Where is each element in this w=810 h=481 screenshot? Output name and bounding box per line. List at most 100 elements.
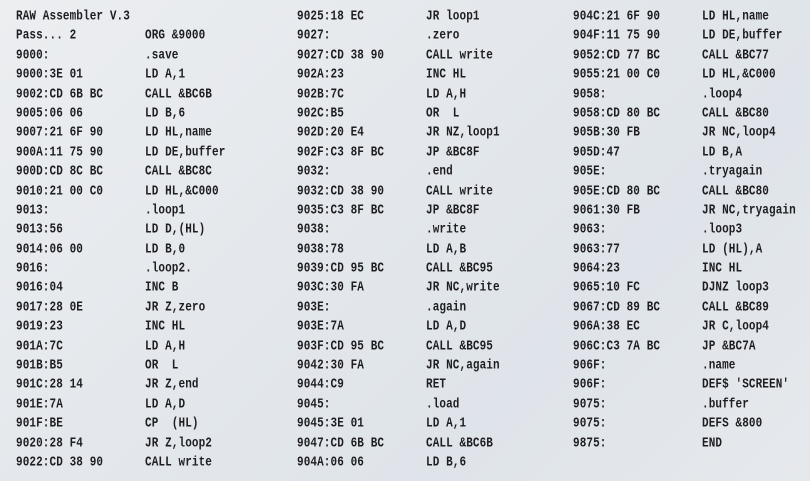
address-bytes: 903F:CD 95 BC — [297, 338, 385, 354]
mnemonic: DEF$ 'SCREEN' — [702, 377, 790, 393]
address-bytes: 9019:23 — [16, 319, 63, 335]
mnemonic: JP &BC8F — [426, 203, 480, 219]
mnemonic: LD A,B — [426, 242, 467, 258]
address-bytes: 9058:CD 80 BC — [573, 106, 661, 122]
mnemonic: OR L — [145, 358, 179, 374]
address-bytes: 9038: — [297, 222, 331, 238]
address-bytes: 9007:21 6F 90 — [16, 125, 104, 141]
mnemonic: LD A,D — [426, 319, 467, 335]
address-bytes: 902D:20 E4 — [297, 125, 365, 141]
mnemonic: .loop1 — [145, 203, 186, 219]
address-bytes: 9020:28 F4 — [16, 435, 84, 451]
address-bytes: 9067:CD 89 BC — [573, 300, 661, 316]
mnemonic: LD A,H — [426, 86, 467, 102]
address-bytes: 9061:30 FB — [573, 203, 641, 219]
mnemonic: JP &BC8F — [426, 145, 480, 161]
mnemonic: .end — [426, 164, 453, 180]
mnemonic: JR NC,write — [426, 280, 500, 296]
mnemonic: CALL &BC6B — [145, 86, 213, 102]
address-bytes: 9045: — [297, 397, 331, 413]
address-bytes: 9013:56 — [16, 222, 63, 238]
mnemonic: .name — [702, 358, 736, 374]
mnemonic: JR NC,again — [426, 358, 500, 374]
address-bytes: 905D:47 — [573, 145, 620, 161]
mnemonic: LD A,1 — [145, 67, 186, 83]
address-bytes: 902B:7C — [297, 86, 344, 102]
mnemonic: CALL &BC95 — [426, 261, 494, 277]
mnemonic: LD B,0 — [145, 242, 186, 258]
mnemonic: .tryagain — [702, 164, 763, 180]
mnemonic: JR C,loop4 — [702, 319, 770, 335]
address-bytes: 900A:11 75 90 — [16, 145, 104, 161]
mnemonic: CP (HL) — [145, 416, 199, 432]
address-bytes: 9044:C9 — [297, 377, 344, 393]
address-bytes: 9002:CD 6B BC — [16, 86, 104, 102]
address-bytes: 9025:18 EC — [297, 9, 365, 25]
mnemonic: .loop4 — [702, 86, 743, 102]
address-bytes: 902C:B5 — [297, 106, 344, 122]
address-bytes: 901C:28 14 — [16, 377, 84, 393]
address-bytes: 9065:10 FC — [573, 280, 641, 296]
address-bytes: 906A:38 EC — [573, 319, 641, 335]
address-bytes: 902A:23 — [297, 67, 344, 83]
address-bytes: 9875: — [573, 435, 607, 451]
address-bytes: 9063: — [573, 222, 607, 238]
address-bytes: 904F:11 75 90 — [573, 28, 661, 44]
mnemonic: JP &BC7A — [702, 338, 756, 354]
mnemonic: CALL &BC89 — [702, 300, 770, 316]
mnemonic: JR NC,tryagain — [702, 203, 796, 219]
address-bytes: 9045:3E 01 — [297, 416, 365, 432]
mnemonic: CALL write — [426, 48, 494, 64]
address-bytes: 905E:CD 80 BC — [573, 183, 661, 199]
mnemonic: JR NC,loop4 — [702, 125, 776, 141]
mnemonic: CALL write — [145, 455, 213, 471]
address-bytes: 9063:77 — [573, 242, 620, 258]
mnemonic: JR Z,loop2 — [145, 435, 213, 451]
address-bytes: 9047:CD 6B BC — [297, 435, 385, 451]
mnemonic: LD DE,buffer — [145, 145, 226, 161]
address-bytes: 9075: — [573, 416, 607, 432]
mnemonic: CALL &BC8C — [145, 164, 213, 180]
address-bytes: 9055:21 00 C0 — [573, 67, 661, 83]
mnemonic: END — [702, 435, 723, 451]
address-bytes: 904C:21 6F 90 — [573, 9, 661, 25]
mnemonic: LD HL,name — [702, 9, 770, 25]
address-bytes: 9058: — [573, 86, 607, 102]
mnemonic: .loop2. — [145, 261, 192, 277]
address-bytes: 9032: — [297, 164, 331, 180]
mnemonic: LD A,D — [145, 397, 186, 413]
address-bytes: 906F: — [573, 358, 607, 374]
address-bytes: 901F:BE — [16, 416, 63, 432]
address-bytes: 9027: — [297, 28, 331, 44]
address-bytes: 901A:7C — [16, 338, 63, 354]
mnemonic: CALL &BC80 — [702, 183, 770, 199]
address-bytes: 9017:28 0E — [16, 300, 84, 316]
address-bytes: 901B:B5 — [16, 358, 63, 374]
mnemonic: JR Z,zero — [145, 300, 206, 316]
address-bytes: 903E: — [297, 300, 331, 316]
mnemonic: DEFS &800 — [702, 416, 763, 432]
address-bytes: 9064:23 — [573, 261, 620, 277]
address-bytes: 905B:30 FB — [573, 125, 641, 141]
mnemonic: INC HL — [145, 319, 186, 335]
mnemonic: .save — [145, 48, 179, 64]
mnemonic: INC B — [145, 280, 179, 296]
address-bytes: 9042:30 FA — [297, 358, 365, 374]
mnemonic: LD A,1 — [426, 416, 467, 432]
mnemonic: .buffer — [702, 397, 749, 413]
mnemonic: CALL write — [426, 183, 494, 199]
address-bytes: 900D:CD 8C BC — [16, 164, 104, 180]
mnemonic: JR Z,end — [145, 377, 199, 393]
mnemonic: .zero — [426, 28, 460, 44]
address-bytes: 9052:CD 77 BC — [573, 48, 661, 64]
mnemonic: .again — [426, 300, 467, 316]
mnemonic: LD HL,&C000 — [702, 67, 776, 83]
address-bytes: 9075: — [573, 397, 607, 413]
address-bytes: 9027:CD 38 90 — [297, 48, 385, 64]
address-bytes: 9000:3E 01 — [16, 67, 84, 83]
address-bytes: 902F:C3 8F BC — [297, 145, 385, 161]
mnemonic: CALL &BC6B — [426, 435, 494, 451]
mnemonic: LD B,6 — [145, 106, 186, 122]
address-bytes: 905E: — [573, 164, 607, 180]
mnemonic: JR NZ,loop1 — [426, 125, 500, 141]
